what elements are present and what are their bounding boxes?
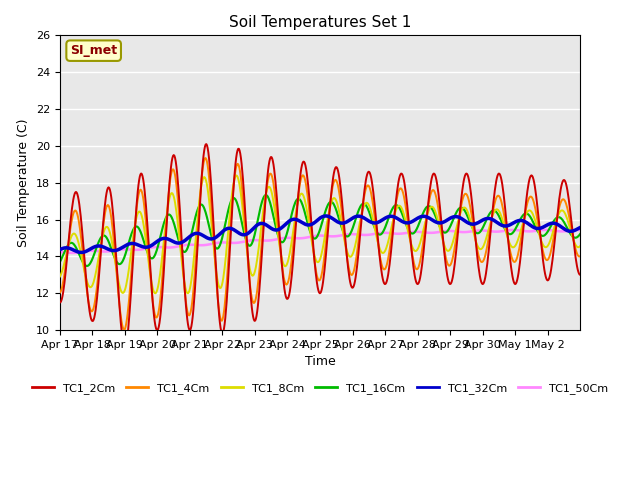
Y-axis label: Soil Temperature (C): Soil Temperature (C) [17,119,30,247]
TC1_2Cm [121,346,129,351]
Line: TC1_32Cm: TC1_32Cm [60,216,580,252]
TC1_2Cm [375,245,383,251]
TC1_2Cm [214,296,221,302]
TC1_4Cm [56,290,63,296]
TC1_32Cm [322,213,330,219]
TC1_2Cm [240,185,248,191]
TC1_32Cm [118,245,125,251]
TC1_2Cm [259,228,267,234]
TC1_16Cm [262,192,270,198]
TC1_32Cm [56,247,63,252]
Legend: TC1_2Cm, TC1_4Cm, TC1_8Cm, TC1_16Cm, TC1_32Cm, TC1_50Cm: TC1_2Cm, TC1_4Cm, TC1_8Cm, TC1_16Cm, TC1… [28,379,612,398]
Line: TC1_2Cm: TC1_2Cm [60,144,580,348]
TC1_8Cm [577,243,584,249]
TC1_2Cm [117,320,125,325]
TC1_32Cm [259,221,266,227]
TC1_2Cm [577,272,584,278]
TC1_32Cm [213,233,221,239]
TC1_32Cm [375,219,383,225]
TC1_8Cm [232,173,240,179]
TC1_50Cm [542,227,550,233]
TC1_8Cm [259,207,267,213]
TC1_32Cm [77,250,85,255]
TC1_50Cm [239,239,247,245]
TC1_16Cm [577,231,584,237]
TC1_4Cm [375,246,383,252]
TC1_16Cm [118,260,125,266]
TC1_50Cm [259,238,266,243]
X-axis label: Time: Time [305,355,335,369]
TC1_16Cm [375,231,383,237]
Line: TC1_4Cm: TC1_4Cm [60,158,580,330]
Title: Soil Temperatures Set 1: Soil Temperatures Set 1 [229,15,411,30]
Line: TC1_8Cm: TC1_8Cm [60,176,580,293]
TC1_16Cm [83,263,91,269]
TC1_16Cm [239,225,247,231]
TC1_8Cm [375,242,383,248]
TC1_8Cm [152,290,159,296]
TC1_16Cm [56,260,63,265]
TC1_4Cm [120,327,128,333]
TC1_50Cm [56,249,63,255]
TC1_50Cm [403,230,411,236]
TC1_4Cm [577,253,584,259]
Line: TC1_16Cm: TC1_16Cm [60,195,580,266]
TC1_8Cm [56,274,63,280]
TC1_32Cm [404,220,412,226]
TC1_4Cm [117,313,125,319]
TC1_8Cm [213,276,221,281]
TC1_16Cm [404,226,412,231]
TC1_4Cm [240,204,248,210]
TC1_2Cm [404,209,412,215]
TC1_50Cm [68,250,76,256]
TC1_2Cm [56,300,63,305]
TC1_16Cm [259,197,266,203]
Text: SI_met: SI_met [70,44,117,57]
TC1_8Cm [404,228,412,234]
TC1_4Cm [404,220,412,226]
TC1_50Cm [374,230,382,236]
TC1_16Cm [213,246,221,252]
TC1_50Cm [577,227,584,233]
TC1_50Cm [213,240,221,246]
TC1_4Cm [259,220,267,226]
TC1_50Cm [118,247,125,252]
Line: TC1_50Cm: TC1_50Cm [60,230,580,253]
TC1_8Cm [117,288,125,293]
TC1_32Cm [577,225,584,230]
TC1_4Cm [214,297,221,302]
TC1_2Cm [202,141,210,147]
TC1_32Cm [239,232,247,238]
TC1_4Cm [202,155,209,161]
TC1_8Cm [240,216,248,221]
